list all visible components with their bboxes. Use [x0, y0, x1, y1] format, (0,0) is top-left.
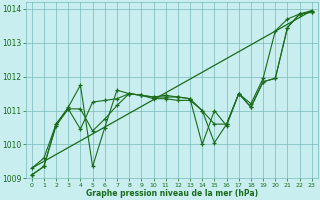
X-axis label: Graphe pression niveau de la mer (hPa): Graphe pression niveau de la mer (hPa) — [86, 189, 258, 198]
